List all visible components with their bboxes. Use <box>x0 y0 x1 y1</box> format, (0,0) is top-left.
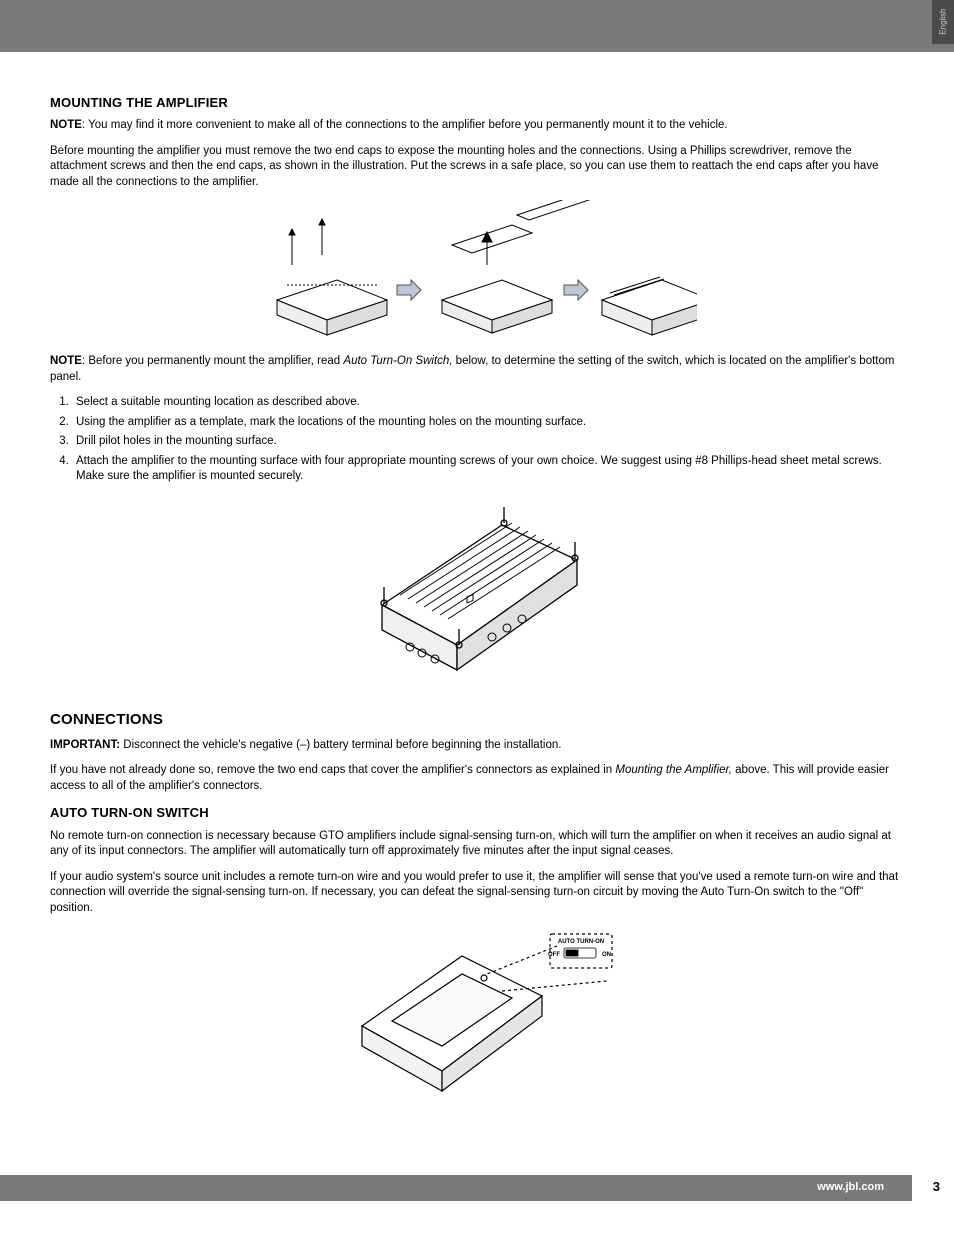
language-label: English <box>937 9 948 35</box>
footer-band: www.jbl.com <box>0 1175 912 1201</box>
conn-p1a: If you have not already done so, remove … <box>50 764 615 776</box>
step-1: Select a suitable mounting location as d… <box>72 395 904 411</box>
heading-mounting: MOUNTING THE AMPLIFIER <box>50 94 904 112</box>
mounting-steps: Select a suitable mounting location as d… <box>72 395 904 485</box>
auto-para2: If your audio system's source unit inclu… <box>50 870 904 917</box>
figure-auto-turn-on: AUTO TURN-ON OFF ON <box>50 926 904 1126</box>
page-content: MOUNTING THE AMPLIFIER NOTE: You may fin… <box>0 52 954 1126</box>
connections-important: IMPORTANT: Disconnect the vehicle's nega… <box>50 738 904 754</box>
header-band: English <box>0 0 954 52</box>
mounting-para1: Before mounting the amplifier you must r… <box>50 144 904 191</box>
note-label: NOTE <box>50 119 82 131</box>
step-4: Attach the amplifier to the mounting sur… <box>72 454 904 485</box>
step-3: Drill pilot holes in the mounting surfac… <box>72 434 904 450</box>
heading-connections: CONNECTIONS <box>50 709 904 730</box>
note2-label: NOTE <box>50 355 82 367</box>
switch-on-label: ON <box>602 952 611 958</box>
auto-para1: No remote turn-on connection is necessar… <box>50 829 904 860</box>
page-number: 3 <box>933 1178 940 1196</box>
step-2: Using the amplifier as a template, mark … <box>72 415 904 431</box>
important-label: IMPORTANT: <box>50 739 120 751</box>
figure-amp-mounted <box>50 495 904 695</box>
footer-url: www.jbl.com <box>817 1180 884 1195</box>
figure-endcap-removal <box>50 200 904 340</box>
important-text: Disconnect the vehicle's negative (–) ba… <box>120 739 561 751</box>
heading-auto-turn-on: AUTO TURN-ON SWITCH <box>50 804 904 822</box>
switch-title: AUTO TURN-ON <box>558 939 604 945</box>
mounting-note2: NOTE: Before you permanently mount the a… <box>50 354 904 385</box>
conn-p1i: Mounting the Amplifier, <box>615 764 732 776</box>
language-tab: English <box>932 0 954 44</box>
note2-text-a: : Before you permanently mount the ampli… <box>82 355 343 367</box>
mounting-note1: NOTE: You may find it more convenient to… <box>50 118 904 134</box>
note2-italic: Auto Turn-On Switch, <box>343 355 452 367</box>
note1-text: : You may find it more convenient to mak… <box>82 119 728 131</box>
switch-off-label: OFF <box>548 952 560 958</box>
connections-para1: If you have not already done so, remove … <box>50 763 904 794</box>
